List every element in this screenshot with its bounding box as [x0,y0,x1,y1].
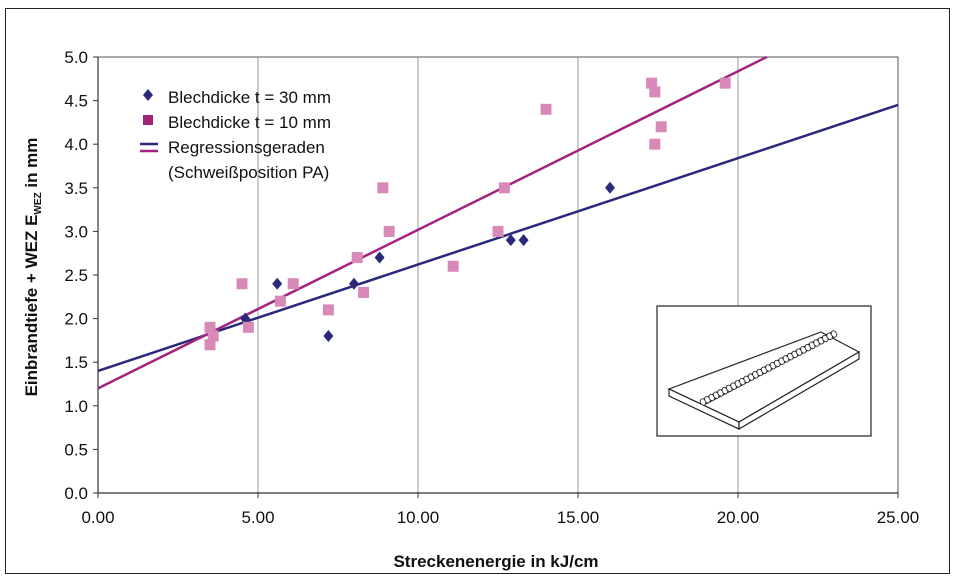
data-point-10mm [236,278,248,290]
data-point-30mm [323,330,334,343]
data-points [204,77,731,351]
legend-label-10mm: Blechdicke t = 10 mm [168,113,331,132]
data-point-10mm [383,225,395,237]
chart-frame: 0.00 5.00 10.00 15.00 20.00 25.00 0.0 0.5 1.0 1.… [5,8,950,574]
y-tick-label: 1.0 [64,397,88,416]
y-tick-label: 2.5 [64,266,88,285]
legend-label-regression: Regressionsgeraden [168,138,325,157]
legend-marker-diamond [143,89,153,101]
x-tick-label: 0.00 [81,508,114,527]
data-point-10mm [207,330,219,342]
x-tick-label: 20.00 [717,508,760,527]
data-point-10mm [377,182,389,194]
data-point-10mm [492,225,504,237]
weld-plate-illustration [656,305,872,437]
y-tick-label: 4.0 [64,135,88,154]
axes [93,56,899,498]
data-point-10mm [655,121,667,133]
data-point-10mm [322,304,334,316]
data-point-10mm [649,138,661,150]
data-point-10mm [447,260,459,272]
x-tick-label: 10.00 [397,508,440,527]
y-axis-label-subscript: WEZ [33,192,44,214]
y-tick-label: 3.0 [64,222,88,241]
y-tick-label: 0.0 [64,484,88,503]
data-point-30mm [240,312,251,325]
data-point-30mm [374,251,385,264]
data-point-10mm [204,339,216,351]
x-tick-label: 15.00 [557,508,600,527]
data-point-10mm [242,321,254,333]
x-tick-label: 25.00 [877,508,920,527]
y-tick-label: 5.0 [64,48,88,67]
data-point-30mm [518,234,529,247]
weld-seam-beads [699,330,838,406]
data-point-10mm [649,86,661,98]
x-axis-label: Streckenenergie in kJ/cm [393,552,598,571]
scatter-chart: 0.00 5.00 10.00 15.00 20.00 25.00 0.0 0.5 1.0 1.… [22,48,919,571]
legend: Blechdicke t = 30 mm Blechdicke t = 10 m… [140,88,331,182]
y-axis-label-unit: in mm [22,138,41,193]
data-point-10mm [274,295,286,307]
y-tick-label: 3.5 [64,179,88,198]
data-point-10mm [351,252,363,264]
y-axis-label: Einbrandtiefe + WEZ EWEZ in mm [22,138,44,397]
y-axis-label-main: Einbrandtiefe + WEZ E [22,215,41,397]
y-tick-label: 1.5 [64,353,88,372]
data-point-10mm [646,77,658,89]
data-point-10mm [204,321,216,333]
x-tick-labels: 0.00 5.00 10.00 15.00 20.00 25.00 [81,508,919,527]
data-point-10mm [719,77,731,89]
regression-line-30mm [97,103,899,373]
data-point-10mm [287,278,299,290]
y-tick-label: 4.5 [64,92,88,111]
data-point-10mm [540,103,552,115]
data-point-10mm [498,182,510,194]
y-tick-label: 0.5 [64,440,88,459]
x-tick-label: 5.00 [241,508,274,527]
data-point-30mm [605,181,615,194]
data-point-10mm [358,286,370,298]
data-point-30mm [272,277,283,290]
y-tick-labels: 0.0 0.5 1.0 1.5 2.0 2.5 3.0 3.5 4.0 4.5 5.0 [64,48,88,503]
data-point-30mm [349,277,359,290]
legend-marker-square [143,115,153,125]
y-tick-label: 2.0 [64,310,88,329]
legend-label-position: (Schweißposition PA) [168,163,329,182]
legend-label-30mm: Blechdicke t = 30 mm [168,88,331,107]
weld-bead [830,330,838,338]
plate-side-face [738,350,860,431]
grid-lines [257,57,739,493]
data-point-30mm [505,234,516,247]
